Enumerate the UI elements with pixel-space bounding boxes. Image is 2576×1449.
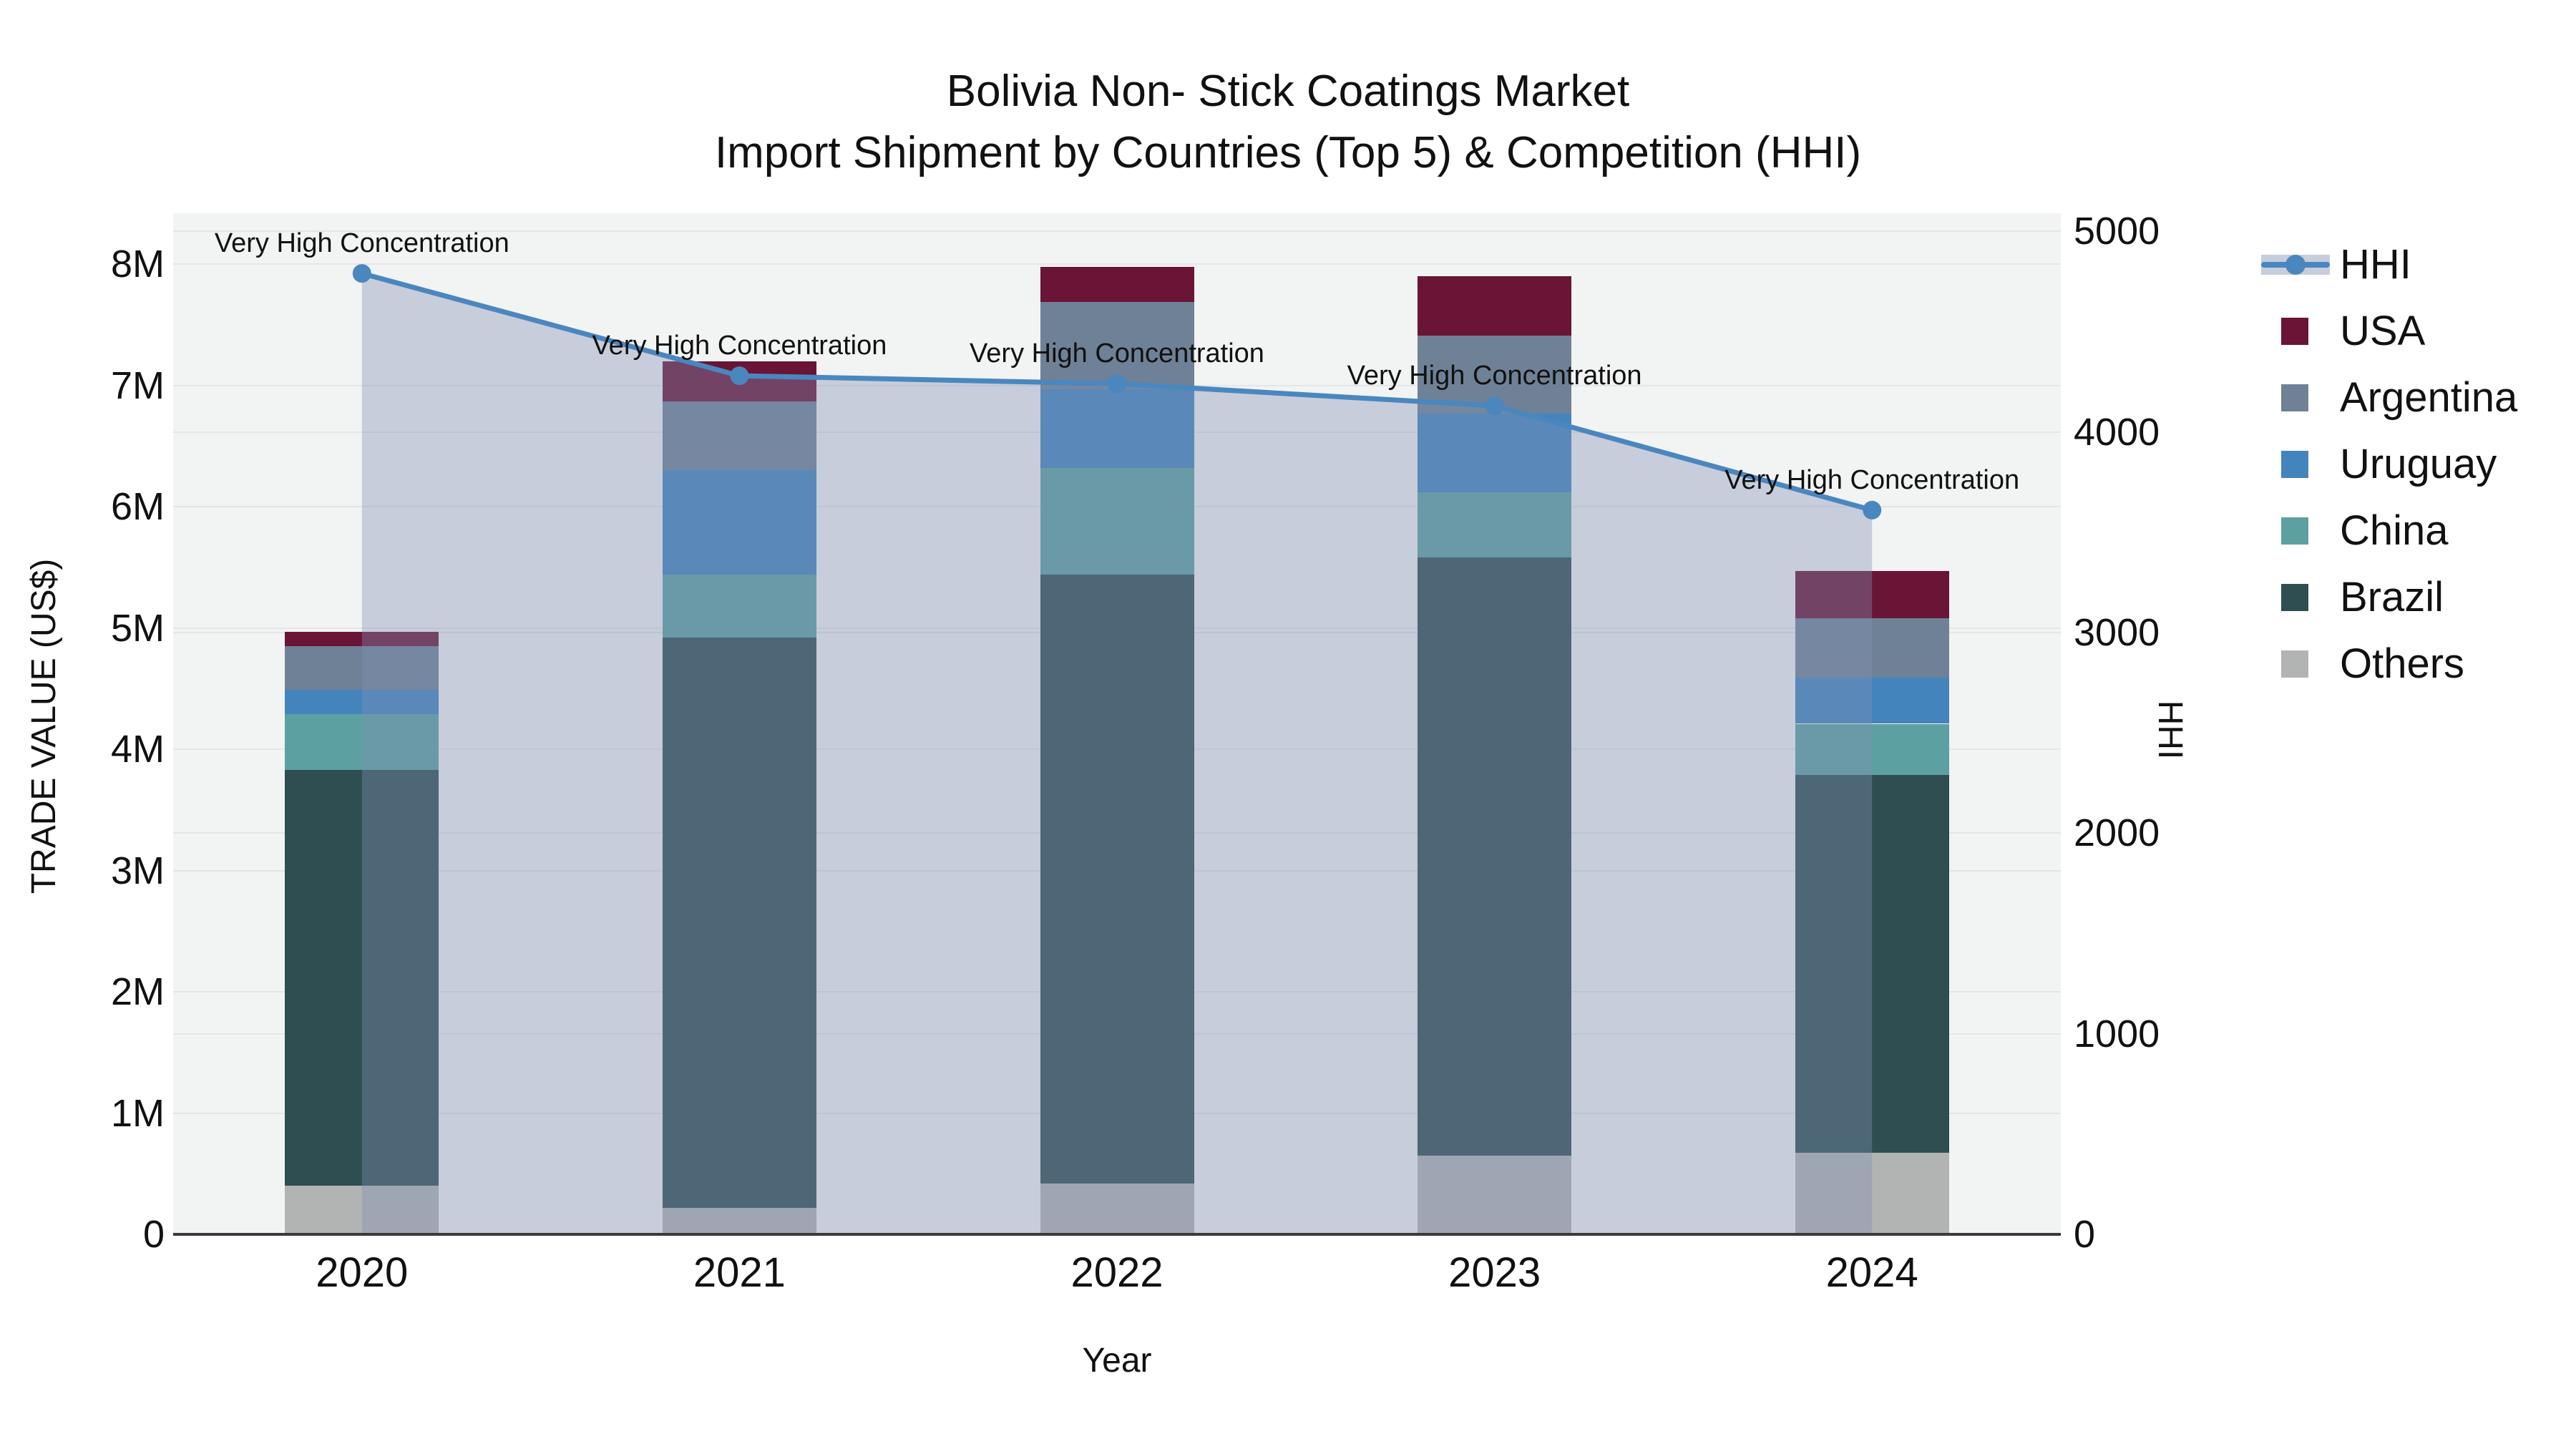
y-left-tick-5M: 5M [110, 606, 165, 650]
y-left-tick-2M: 2M [110, 970, 165, 1014]
y-left-tick-4M: 4M [110, 728, 165, 771]
bar-segment-brazil-2023[interactable] [1418, 557, 1572, 1156]
bar-segment-uruguay-2020[interactable] [285, 690, 439, 714]
annotation-concentration-2023: Very High Concentration [1347, 361, 1642, 391]
legend-swatch-usa [2281, 318, 2308, 345]
legend-swatch-china [2281, 517, 2308, 545]
y-right-tick-0: 0 [2074, 1213, 2096, 1256]
x-tick-2020: 2020 [316, 1249, 409, 1296]
bar-segment-china-2021[interactable] [662, 575, 816, 638]
hhi-marker-2023[interactable] [1485, 396, 1504, 416]
y-right-tick-1000: 1000 [2074, 1012, 2160, 1055]
legend-label-argentina: Argentina [2340, 374, 2518, 421]
bar-segment-china-2020[interactable] [285, 713, 439, 770]
y-left-tick-3M: 3M [110, 849, 165, 892]
bar-segment-others-2020[interactable] [285, 1186, 439, 1234]
bar-segment-uruguay-2023[interactable] [1418, 413, 1572, 492]
legend-label-hhi: HHI [2340, 241, 2411, 288]
chart-title-line2: Import Shipment by Countries (Top 5) & C… [714, 128, 1862, 177]
legend-swatch-argentina [2281, 384, 2308, 411]
legend-swatch-uruguay [2281, 451, 2308, 478]
annotation-concentration-2022: Very High Concentration [970, 338, 1264, 369]
gridline-left-8M [173, 263, 2061, 265]
bar-segment-brazil-2020[interactable] [285, 769, 439, 1186]
hhi-marker-2021[interactable] [730, 366, 749, 386]
x-axis-line [173, 1233, 2061, 1236]
annotation-concentration-2020: Very High Concentration [214, 228, 509, 259]
legend-swatch-others [2281, 650, 2308, 678]
hhi-marker-2024[interactable] [1863, 500, 1882, 519]
x-axis-title: Year [1082, 1342, 1152, 1380]
bar-segment-usa-2023[interactable] [1418, 276, 1572, 336]
bar-segment-others-2021[interactable] [662, 1207, 816, 1234]
bar-segment-others-2023[interactable] [1418, 1155, 1572, 1234]
legend-label-uruguay: Uruguay [2340, 441, 2497, 487]
bar-segment-uruguay-2024[interactable] [1795, 678, 1949, 724]
legend: HHI USA Argentina Uruguay China Brazil Others [2261, 0, 2569, 1449]
bar-segment-uruguay-2021[interactable] [662, 470, 816, 575]
gridline-right-5000 [173, 230, 2061, 233]
legend-hhi-marker-icon [2285, 255, 2306, 275]
y-left-tick-6M: 6M [110, 485, 165, 529]
bar-segment-brazil-2024[interactable] [1795, 774, 1949, 1153]
y-left-tick-1M: 1M [110, 1091, 165, 1135]
y-left-tick-8M: 8M [110, 243, 165, 286]
annotation-concentration-2024: Very High Concentration [1724, 464, 2020, 495]
chart-title-line1: Bolivia Non- Stick Coatings Market [946, 67, 1630, 116]
y-left-tick-7M: 7M [110, 364, 165, 407]
legend-label-brazil: Brazil [2340, 574, 2444, 620]
annotation-concentration-2021: Very High Concentration [592, 331, 887, 361]
bar-segment-usa-2022[interactable] [1040, 266, 1194, 302]
hhi-layer [352, 264, 1882, 1234]
hhi-marker-2022[interactable] [1108, 374, 1126, 394]
x-tick-2023: 2023 [1448, 1249, 1541, 1296]
legend-swatch-brazil [2281, 584, 2308, 611]
bar-segment-usa-2024[interactable] [1795, 570, 1949, 619]
x-tick-2021: 2021 [693, 1249, 786, 1296]
y-axis-right-title: HHI [2151, 700, 2189, 760]
plot-area: Very High Concentration Very High Concent… [173, 213, 2061, 1234]
bar-segment-argentina-2020[interactable] [285, 646, 439, 691]
y-left-tick-0: 0 [142, 1213, 165, 1256]
bar-segment-china-2022[interactable] [1040, 467, 1194, 575]
legend-label-china: China [2340, 507, 2449, 554]
bar-segment-china-2023[interactable] [1418, 492, 1572, 558]
bar-segment-brazil-2021[interactable] [662, 638, 816, 1208]
hhi-marker-2020[interactable] [352, 264, 371, 283]
x-tick-2022: 2022 [1070, 1249, 1163, 1296]
bar-segment-brazil-2022[interactable] [1040, 575, 1194, 1184]
legend-label-usa: USA [2340, 308, 2426, 354]
y-right-tick-3000: 3000 [2074, 610, 2160, 654]
bar-segment-argentina-2021[interactable] [662, 401, 816, 471]
y-right-tick-2000: 2000 [2074, 811, 2160, 855]
bar-segment-others-2024[interactable] [1795, 1153, 1949, 1234]
legend-label-others: Others [2340, 640, 2465, 687]
bar-segment-argentina-2024[interactable] [1795, 618, 1949, 678]
hhi-area-fill [361, 273, 1873, 1234]
bar-segment-others-2022[interactable] [1040, 1183, 1194, 1234]
bar-segment-usa-2020[interactable] [285, 631, 439, 647]
x-tick-2024: 2024 [1825, 1249, 1918, 1296]
y-right-tick-5000: 5000 [2074, 210, 2160, 253]
bar-segment-uruguay-2022[interactable] [1040, 389, 1194, 468]
y-right-tick-4000: 4000 [2074, 410, 2160, 454]
bar-segment-china-2024[interactable] [1795, 723, 1949, 775]
